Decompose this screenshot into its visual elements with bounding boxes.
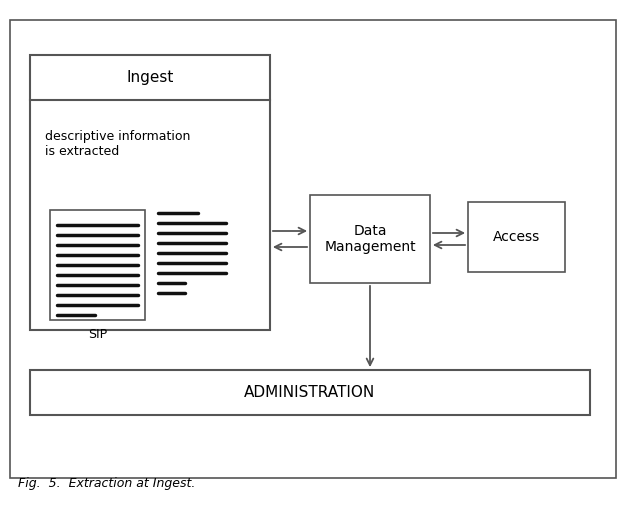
- Bar: [50, 210, 145, 320]
- Text: Data
Management: Data Management: [324, 224, 416, 254]
- Text: Fig.  5.  Extraction at Ingest.: Fig. 5. Extraction at Ingest.: [18, 477, 195, 490]
- Bar: [30, 370, 590, 415]
- Bar: [310, 195, 430, 283]
- Text: ADMINISTRATION: ADMINISTRATION: [244, 385, 376, 400]
- Text: Access: Access: [493, 230, 540, 244]
- Text: descriptive information
is extracted: descriptive information is extracted: [45, 130, 190, 158]
- Bar: [30, 55, 270, 330]
- Text: Ingest: Ingest: [126, 70, 173, 85]
- Text: SIP: SIP: [88, 328, 107, 341]
- Bar: [468, 202, 565, 272]
